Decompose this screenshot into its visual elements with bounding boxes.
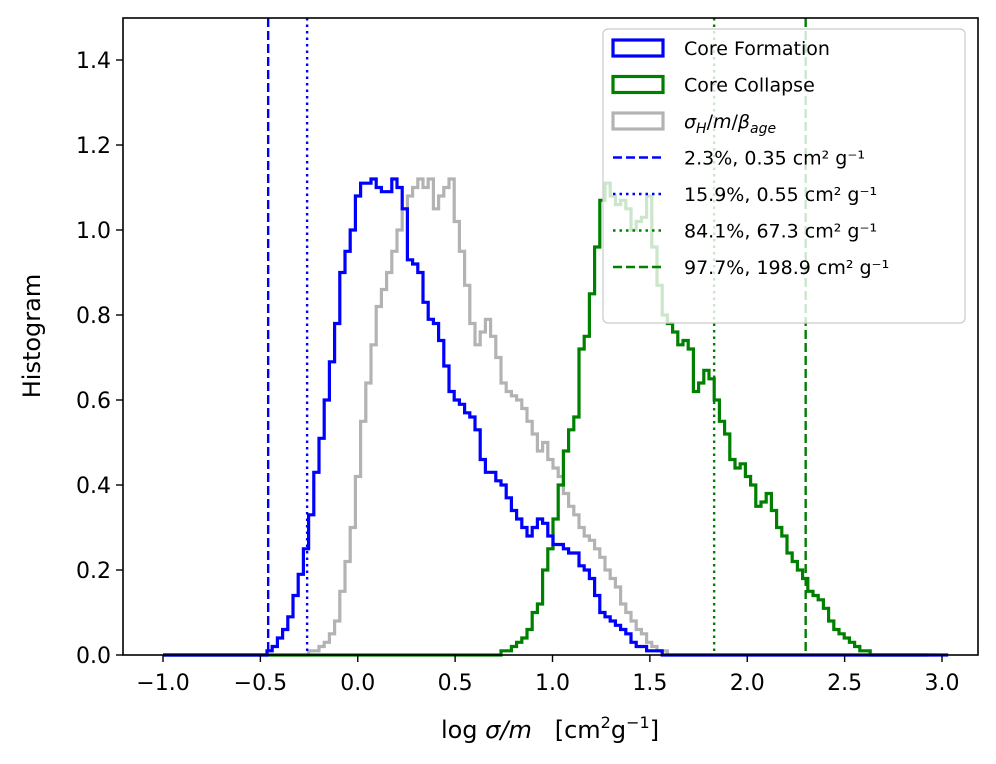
y-tick-label: 1.4 bbox=[76, 49, 111, 74]
legend-label-part: age bbox=[750, 121, 776, 137]
x-tick-label: −1.0 bbox=[136, 671, 189, 696]
x-tick-label: 0.0 bbox=[340, 671, 375, 696]
legend-label-part: β bbox=[737, 111, 750, 133]
legend-label-part: m bbox=[713, 111, 732, 133]
y-tick-label: 0.8 bbox=[76, 304, 111, 329]
x-tick-label: 3.0 bbox=[925, 671, 960, 696]
legend-label-4: 2.3%, 0.35 cm² g⁻¹ bbox=[684, 148, 865, 170]
legend-swatch-1 bbox=[611, 38, 665, 58]
y-axis-label: Histogram bbox=[18, 274, 46, 399]
x-tick-label: 2.0 bbox=[730, 671, 765, 696]
x-axis-label-close: ] bbox=[650, 716, 659, 744]
y-axis-ticks: 0.0 0.2 0.4 0.6 0.8 1.0 1.2 1.4 bbox=[76, 49, 123, 669]
x-axis-ticks: −1.0 −0.5 0.0 0.5 1.0 1.5 2.0 2.5 3.0 bbox=[136, 655, 960, 696]
x-axis-label-units: [cm bbox=[532, 716, 601, 744]
x-axis-label-sup-neg1: −1 bbox=[626, 713, 650, 732]
plot-frame bbox=[122, 17, 979, 656]
x-tick-label: −0.5 bbox=[234, 671, 287, 696]
x-axis-label-quantity: σ/m bbox=[485, 716, 532, 744]
x-tick-label: 0.5 bbox=[438, 671, 473, 696]
legend-label-part: H bbox=[696, 121, 707, 137]
x-tick-label: 1.5 bbox=[632, 671, 667, 696]
legend-label-5: 15.9%, 0.55 cm² g⁻¹ bbox=[684, 184, 877, 206]
legend-label-3: σH/m/βage bbox=[684, 111, 776, 137]
y-tick-label: 1.2 bbox=[76, 134, 111, 159]
legend-label-7: 97.7%, 198.9 cm² g⁻¹ bbox=[684, 257, 889, 279]
x-tick-label: 2.5 bbox=[827, 671, 862, 696]
y-tick-label: 0.2 bbox=[76, 559, 111, 584]
legend-label-part: σ bbox=[684, 111, 697, 133]
x-axis-label-sup-2: 2 bbox=[601, 713, 611, 732]
x-axis-label-g: g bbox=[611, 716, 626, 744]
legend-swatch-3 bbox=[611, 111, 665, 131]
legend-frame bbox=[602, 28, 966, 324]
x-axis-label: log σ/m [cm2g−1] bbox=[441, 713, 659, 744]
x-tick-label: 1.0 bbox=[535, 671, 570, 696]
y-tick-label: 1.0 bbox=[76, 219, 111, 244]
legend-swatch-2 bbox=[611, 74, 665, 95]
legend-label-1: Core Formation bbox=[684, 38, 830, 60]
x-axis-label-log: log bbox=[441, 716, 485, 744]
y-tick-label: 0.6 bbox=[76, 389, 111, 414]
legend-label-2: Core Collapse bbox=[684, 75, 815, 97]
y-tick-label: 0.0 bbox=[76, 644, 111, 669]
y-tick-label: 0.4 bbox=[76, 474, 111, 499]
legend-label-part: / bbox=[707, 111, 714, 133]
legend-label-6: 84.1%, 67.3 cm² g⁻¹ bbox=[684, 221, 877, 243]
legend-label-part: / bbox=[732, 111, 739, 133]
